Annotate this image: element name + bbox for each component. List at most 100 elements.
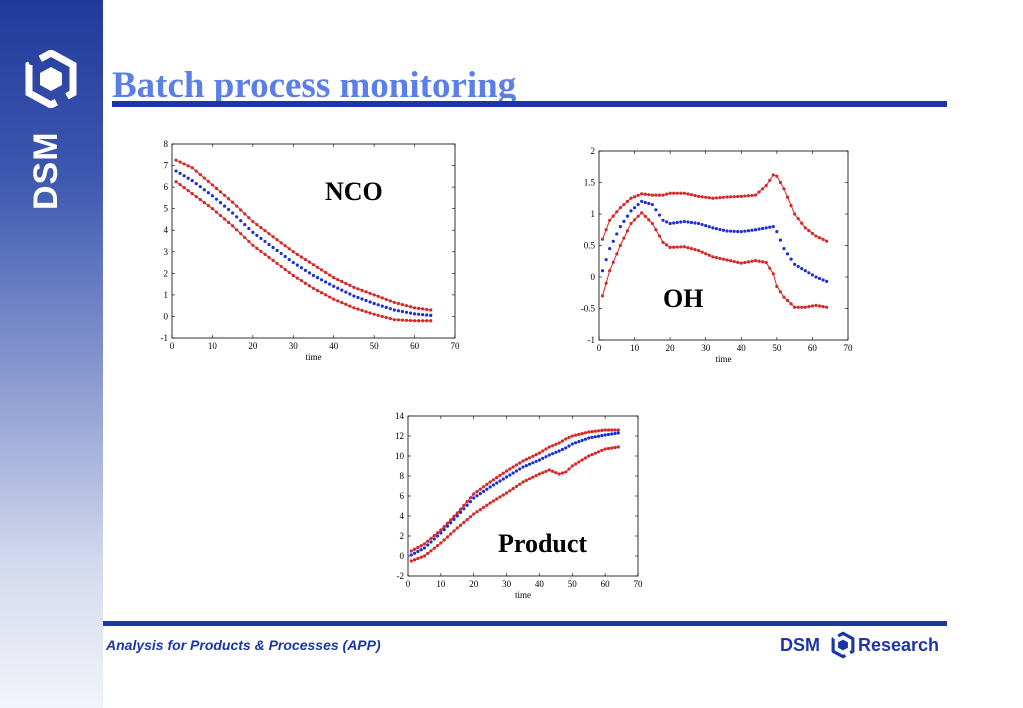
series-lower-point xyxy=(299,279,303,283)
series-mean-point xyxy=(785,252,790,256)
series-mean-point xyxy=(186,176,190,180)
series-lower-point xyxy=(643,214,647,218)
series-lower-point xyxy=(700,250,704,254)
series-lower-point xyxy=(449,532,453,536)
title-divider xyxy=(112,101,947,107)
page-title: Batch process monitoring xyxy=(112,65,517,106)
series-lower-point xyxy=(618,243,622,248)
series-upper-point xyxy=(636,193,640,197)
y-tick-label: 0 xyxy=(164,311,169,321)
series-lower-point xyxy=(488,501,492,505)
series-upper-point xyxy=(814,234,818,238)
series-lower-point xyxy=(600,448,604,452)
series-lower-point xyxy=(218,213,223,218)
series-mean-point xyxy=(636,202,640,207)
series-lower-point xyxy=(675,245,679,249)
series-upper-point xyxy=(364,290,368,294)
series-upper-point xyxy=(435,531,440,535)
series-mean-point xyxy=(764,226,768,230)
series-mean-point xyxy=(550,452,555,456)
series-upper-point xyxy=(235,204,239,208)
series-upper-point xyxy=(554,442,558,446)
series-lower-point xyxy=(746,260,750,264)
series-lower-point xyxy=(514,484,519,488)
series-upper-point xyxy=(409,549,413,553)
series-mean-point xyxy=(643,200,647,205)
series-lower-point xyxy=(210,207,215,211)
series-upper-point xyxy=(396,301,400,306)
series-lower-point xyxy=(279,264,283,269)
series-mean-point xyxy=(352,294,356,298)
y-tick-label: 10 xyxy=(395,451,405,461)
series-mean-point xyxy=(416,549,420,554)
series-upper-point xyxy=(721,195,726,199)
series-mean-point xyxy=(376,303,380,307)
y-tick-label: 0 xyxy=(400,551,405,561)
x-tick-label: 20 xyxy=(469,579,479,589)
series-mean-point xyxy=(174,169,178,173)
y-tick-label: 1 xyxy=(164,290,169,300)
x-tick-label: 40 xyxy=(737,343,747,353)
series-upper-point xyxy=(508,467,512,471)
series-upper-point xyxy=(452,514,456,518)
series-upper-point xyxy=(392,300,396,305)
series-lower-point xyxy=(616,445,620,449)
series-lower-point xyxy=(332,297,336,301)
x-tick-label: 50 xyxy=(370,341,380,351)
series-lower-point xyxy=(625,229,630,233)
series-upper-point xyxy=(825,239,829,243)
series-mean-point xyxy=(531,461,535,465)
series-mean-point xyxy=(465,503,469,507)
series-mean-point xyxy=(746,229,750,233)
series-upper-point xyxy=(600,428,604,432)
series-lower-point xyxy=(372,312,376,316)
series-upper-point xyxy=(686,192,690,196)
series-lower-point xyxy=(531,475,535,479)
y-tick-label: 1.5 xyxy=(584,178,596,188)
series-lower-point xyxy=(452,529,456,533)
series-upper-point xyxy=(603,428,607,432)
series-mean-point xyxy=(654,208,658,212)
series-mean-point xyxy=(664,220,669,224)
series-lower-point xyxy=(711,255,715,259)
series-upper-point xyxy=(336,277,340,282)
series-mean-point xyxy=(768,225,772,229)
series-upper-point xyxy=(426,539,430,543)
series-lower-point xyxy=(416,556,420,561)
series-lower-point xyxy=(376,313,380,317)
series-mean-point xyxy=(541,456,545,460)
series-mean-point xyxy=(697,221,701,226)
series-mean-point xyxy=(707,225,711,229)
series-upper-point xyxy=(344,281,348,286)
series-mean-point xyxy=(275,248,279,253)
series-upper-point xyxy=(725,195,729,199)
series-lower-point xyxy=(793,305,797,309)
series-mean-point xyxy=(613,431,617,436)
series-lower-point xyxy=(803,305,807,309)
series-mean-point xyxy=(625,214,630,218)
series-mean-point xyxy=(458,510,463,514)
series-lower-line xyxy=(175,181,431,322)
series-upper-point xyxy=(803,226,807,230)
series-lower-point xyxy=(729,259,733,263)
x-tick-label: 0 xyxy=(406,579,411,589)
series-upper-point xyxy=(307,260,312,264)
y-tick-label: 4 xyxy=(400,511,405,521)
y-tick-label: 0 xyxy=(591,272,596,282)
series-upper-point xyxy=(697,194,701,198)
series-lower-point xyxy=(426,551,430,555)
series-lower-point xyxy=(721,257,726,261)
series-upper-point xyxy=(478,487,482,491)
series-lower-point xyxy=(442,538,446,542)
series-upper-point xyxy=(750,193,754,198)
series-lower-point xyxy=(518,482,522,486)
series-lower-point xyxy=(206,204,210,208)
series-lower-point xyxy=(668,245,672,249)
series-lower-point xyxy=(570,464,574,468)
series-lower-point xyxy=(596,450,601,454)
y-tick-label: -1 xyxy=(161,333,169,343)
series-upper-point xyxy=(587,430,591,434)
series-upper-point xyxy=(421,307,425,311)
series-lower-point xyxy=(404,318,409,322)
series-mean-point xyxy=(283,254,287,259)
